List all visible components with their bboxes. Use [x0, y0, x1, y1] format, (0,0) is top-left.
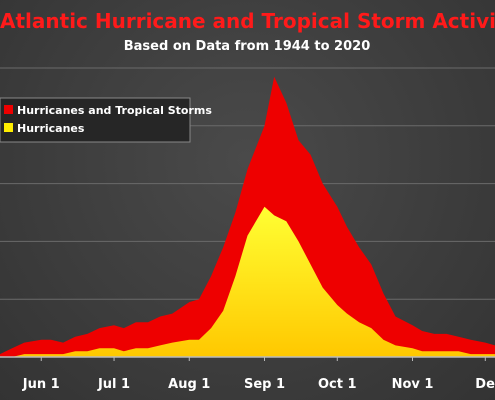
chart-title: Atlantic Hurricane and Tropical Storm Ac…: [0, 9, 495, 33]
x-tick-labels: Jun 1 Jul 1 Aug 1 Sep 1 Oct 1 Nov 1 De: [22, 357, 495, 392]
x-tick-label: Oct 1: [318, 377, 357, 392]
x-tick-label: Sep 1: [244, 377, 285, 392]
legend-label-hurricanes: Hurricanes: [17, 122, 85, 135]
chart-subtitle: Based on Data from 1944 to 2020: [124, 39, 371, 54]
x-tick-label: Jul 1: [97, 377, 130, 392]
series-layer: [0, 76, 495, 357]
legend: Hurricanes and Tropical Storms Hurricanes: [0, 97, 212, 143]
legend-swatch-hurricanes-and-tropical-storms: [4, 105, 13, 114]
legend-label-hurricanes-and-tropical-storms: Hurricanes and Tropical Storms: [17, 104, 212, 117]
x-tick-label: De: [475, 377, 495, 392]
series-hurricanes-and-tropical-storms-area: [0, 76, 495, 357]
x-tick-label: Jun 1: [22, 377, 60, 392]
x-tick-label: Aug 1: [168, 377, 210, 392]
legend-swatch-hurricanes: [4, 123, 13, 132]
series-hurricanes-area: [0, 206, 495, 357]
x-tick-label: Nov 1: [392, 377, 434, 392]
legend-box: [0, 97, 191, 143]
